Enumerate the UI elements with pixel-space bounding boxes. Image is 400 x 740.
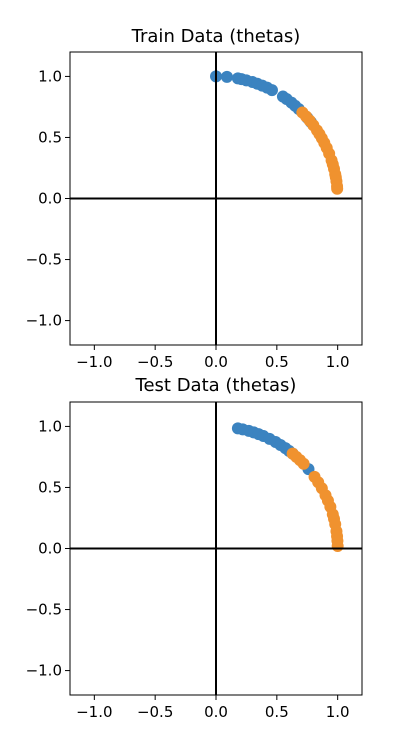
x-tick-label: −0.5 bbox=[137, 703, 173, 721]
y-tick-label: −0.5 bbox=[26, 601, 62, 619]
data-point bbox=[220, 70, 233, 83]
x-tick-label: 0.5 bbox=[265, 703, 289, 721]
x-tick-label: 0.0 bbox=[204, 353, 228, 371]
series-1 bbox=[210, 70, 317, 129]
train-subplot: Train Data (thetas) −1.0 −0.5 0.0 0.5 1.0−1.… bbox=[26, 26, 363, 371]
data-point bbox=[331, 182, 344, 195]
y-tick-label: 0.0 bbox=[38, 190, 62, 208]
x-tick-label: 1.0 bbox=[326, 353, 350, 371]
y-tick-label: 0.0 bbox=[38, 540, 62, 558]
data-point bbox=[297, 457, 310, 470]
y-tick-label: −1.0 bbox=[26, 662, 62, 680]
y-tick-label: −0.5 bbox=[26, 251, 62, 269]
x-tick-label: −1.0 bbox=[76, 703, 112, 721]
x-tick-label: 1.0 bbox=[326, 703, 350, 721]
series-2 bbox=[286, 447, 344, 553]
chart-title: Train Data (thetas) bbox=[131, 26, 301, 47]
x-tick-label: 0.5 bbox=[265, 353, 289, 371]
data-point bbox=[265, 84, 278, 97]
train-plot-area: −1.0 −0.5 0.0 0.5 1.0 −1.0 −0.5 0.0 0.5 1.0 bbox=[26, 51, 363, 371]
data-point bbox=[331, 540, 344, 553]
chart-title: Test Data (thetas) bbox=[135, 375, 297, 396]
x-tick-label: 0.0 bbox=[204, 703, 228, 721]
x-tick-label: −1.0 bbox=[76, 353, 112, 371]
test-subplot: Test Data (thetas) −1.0 −0.5 0.0 0.5 1.0−1.0… bbox=[26, 375, 363, 721]
x-tick-label: −0.5 bbox=[137, 353, 173, 371]
y-tick-label: −1.0 bbox=[26, 312, 62, 330]
series-2 bbox=[296, 106, 344, 195]
y-tick-label: 0.5 bbox=[38, 478, 62, 496]
y-tick-label: 0.5 bbox=[38, 128, 62, 146]
y-tick-label: 1.0 bbox=[38, 417, 62, 435]
y-tick-label: 1.0 bbox=[38, 67, 62, 85]
test-plot-area: −1.0 −0.5 0.0 0.5 1.0 −1.0 −0.5 0.0 0.5 1.0 bbox=[26, 401, 363, 721]
